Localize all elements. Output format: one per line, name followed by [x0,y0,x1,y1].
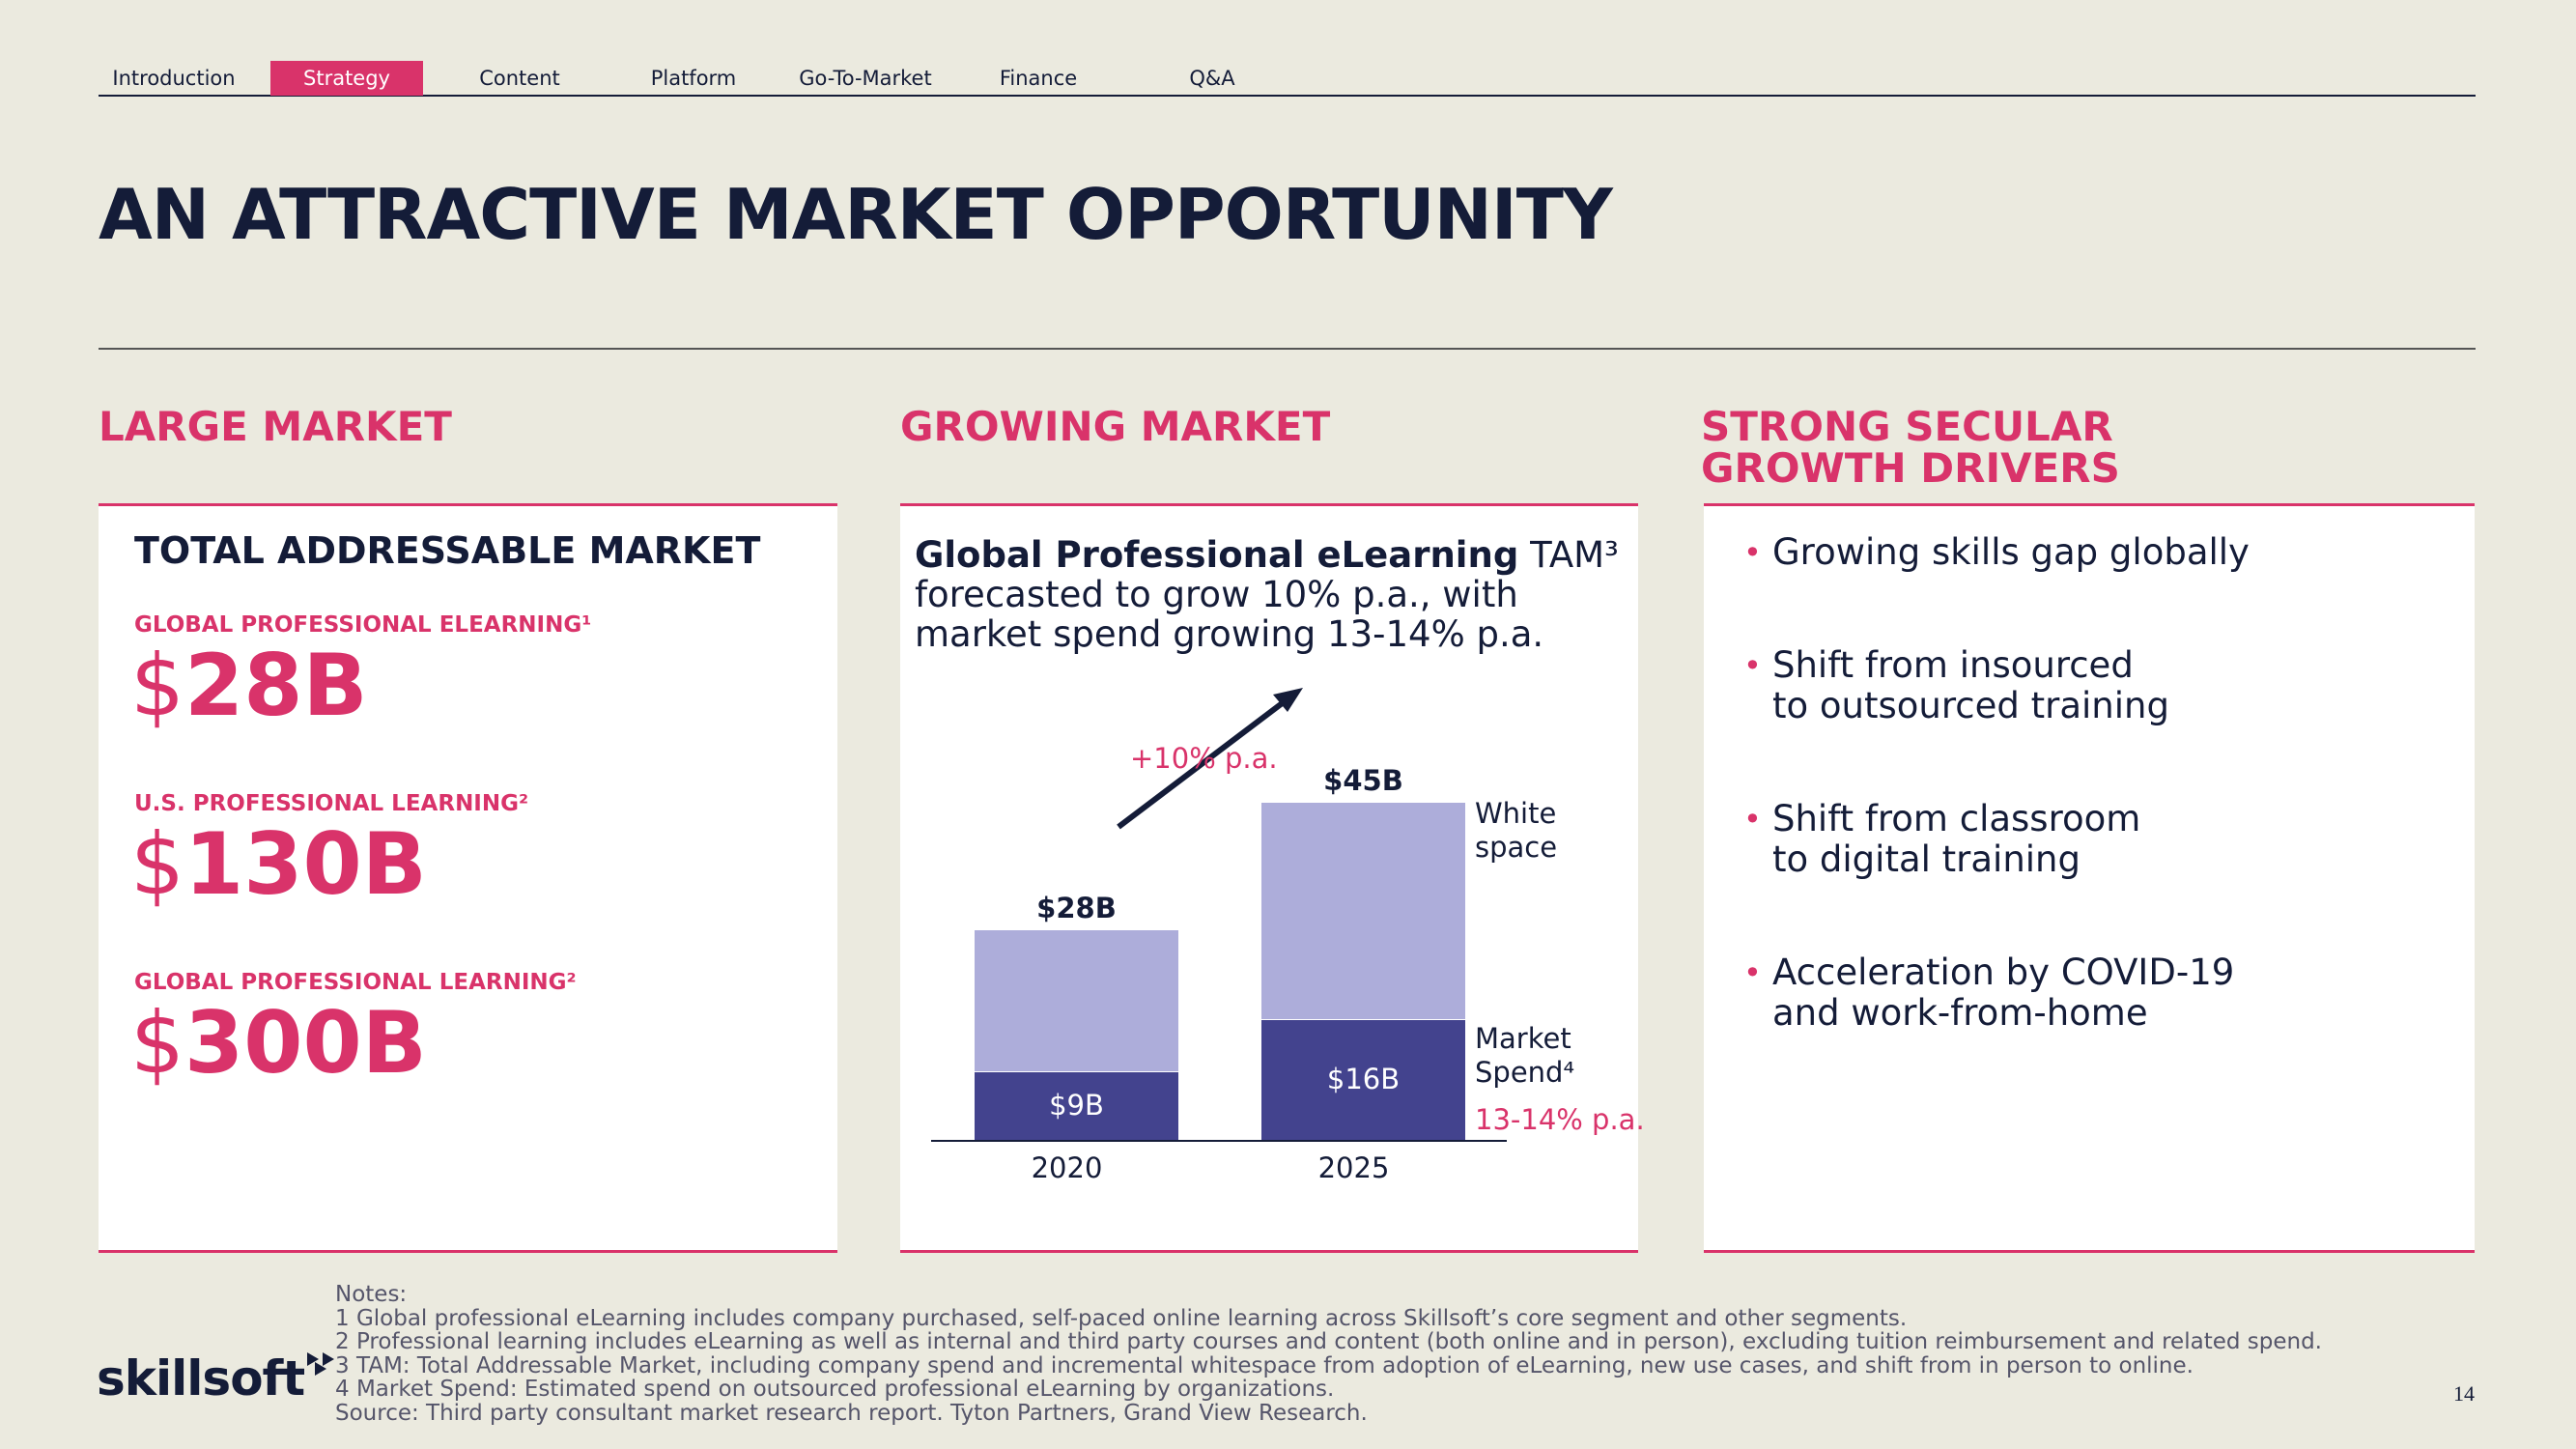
column-heading: LARGE MARKET [99,403,452,450]
growth-arrow [1117,693,1294,830]
panel: Growing skills gap globally Shift from in… [1704,503,2475,1253]
annotation: +10% p.a. [1130,742,1278,775]
bullet-line: and work-from-home [1772,992,2148,1034]
bar-segment [1261,1019,1465,1140]
page-number: 14 [2453,1381,2475,1406]
lead-line: market spend growing 13-14% p.a. [915,613,1544,655]
lead: Global Professional eLearning TAM³ [915,535,1619,575]
arrow-head [1273,688,1303,712]
note-line: Notes: [335,1282,408,1307]
metric-value: $300B [130,993,427,1093]
lead-line: forecasted to grow 10% p.a., with [915,574,1518,615]
note-line: 3 TAM: Total Addressable Market, includi… [335,1352,2194,1378]
lead-rest: TAM³ [1530,534,1619,576]
total-label: $45B [1323,764,1403,797]
series-label: White space [1475,797,1558,864]
nav-tab: Q&A [1189,67,1235,90]
metric-label: U.S. PROFESSIONAL LEARNING² [134,791,529,816]
nav-tab: Go-To-Market [799,67,932,90]
column-heading: GROWING MARKET [900,403,1331,450]
value-label: $9B [1049,1089,1104,1122]
bar-segment [975,1072,1178,1140]
nav-tab: Content [479,67,560,90]
bullet-line: Acceleration by COVID-19 [1772,952,2235,993]
total-label: $28B [1036,891,1117,924]
x-tick-label: 2025 [1317,1151,1390,1184]
bullet-line: Shift from insourced [1772,644,2134,686]
panel-title: TOTAL ADDRESSABLE MARKET [134,529,761,572]
bullet-line: to digital training [1772,838,2081,880]
nav-rule [99,95,2476,97]
value-label: $16B [1326,1062,1401,1095]
nav-tab: Introduction [112,67,236,90]
lead-bold: Global Professional eLearning [915,534,1519,576]
metric-value: $28B [130,636,368,735]
metric-value: $130B [130,814,427,914]
metric-label: GLOBAL PROFESSIONAL LEARNING² [134,970,577,995]
note-line: 2 Professional learning includes eLearni… [335,1329,2322,1355]
bullet: Growing skills gap globally [1743,531,2250,574]
column-heading: STRONG SECULAR [1701,403,2113,450]
column-heading: GROWTH DRIVERS [1701,444,2120,492]
logo-mark [307,1352,334,1376]
bar-segment [975,929,1178,1072]
panel: TOTAL ADDRESSABLE MARKET GLOBAL PROFESSI… [99,503,837,1253]
nav-tab: Platform [650,67,737,90]
title-rule [99,348,2476,350]
bullet-line: Growing skills gap globally [1772,531,2250,573]
bullet-line: to outsourced training [1772,685,2169,726]
series-note: 13-14% p.a. [1475,1103,1645,1136]
x-tick-label: 2020 [1031,1151,1103,1184]
metric-label: GLOBAL PROFESSIONAL ELEARNING¹ [134,612,592,638]
bullet-line: Shift from classroom [1772,798,2141,839]
bullet-list: Growing skills gap globally Shift from in… [1743,531,2250,1106]
nav-tab: Finance [999,67,1078,90]
series-label: Market Spend⁴ [1475,1021,1575,1089]
x-axis [931,1140,1507,1142]
notes: Notes: 1 Global professional eLearning in… [335,1283,2322,1426]
note-line: 4 Market Spend: Estimated spend on outso… [335,1377,1335,1403]
logo: skillsoft [97,1350,305,1406]
note-line: 1 Global professional eLearning includes… [335,1305,1908,1331]
bar-segment [1261,803,1465,1019]
nav-tab: Strategy [270,61,423,96]
title: AN ATTRACTIVE MARKET OPPORTUNITY [99,174,1613,255]
note-line: Source: Third party consultant market re… [335,1400,1368,1426]
